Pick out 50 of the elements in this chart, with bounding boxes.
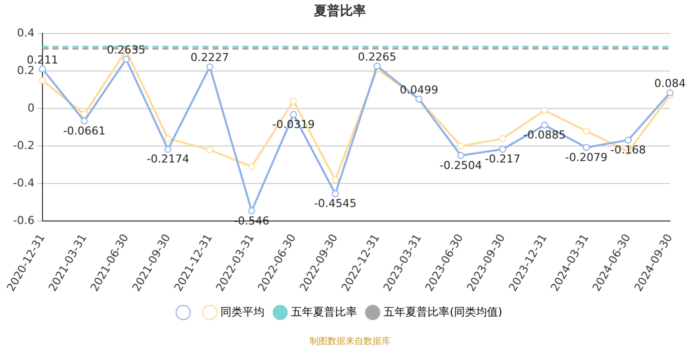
data-label: -0.217: [484, 152, 520, 166]
y-tick-label: -0.6: [12, 214, 34, 227]
point: [80, 117, 88, 124]
data-label: -0.0661: [63, 124, 106, 138]
legend-label: 五年夏普比率(同类均值): [384, 305, 502, 318]
data-label: -0.168: [610, 143, 646, 156]
data-label: -0.2079: [565, 150, 608, 164]
point: [290, 111, 297, 118]
legend-label: 五年夏普比率: [291, 305, 358, 318]
chart-title: 夏普比率: [313, 3, 366, 20]
data-label: -0.2174: [146, 152, 190, 166]
data-label: -0.2504: [440, 158, 482, 172]
data-label: 0.084: [654, 77, 686, 90]
y-tick-label: 0: [27, 101, 34, 114]
point: [457, 152, 464, 160]
point: [582, 128, 590, 135]
data-label: 0.2265: [358, 50, 396, 64]
point: [457, 142, 464, 150]
point: [164, 146, 172, 153]
data-label: -0.0885: [523, 128, 566, 142]
point: [624, 136, 632, 144]
y-tick-label: 0.4: [16, 26, 34, 40]
point: [164, 135, 172, 142]
point: [248, 207, 256, 214]
y-tick-label: -0.2: [12, 138, 34, 152]
point: [38, 76, 46, 84]
point: [582, 144, 590, 152]
data-label: -0.4545: [314, 197, 357, 210]
point: [332, 176, 339, 184]
data-label: 0.0499: [400, 84, 438, 97]
point: [374, 62, 381, 70]
point: [540, 122, 548, 129]
point: [290, 98, 297, 105]
point: [540, 106, 548, 114]
data-label: 0.2635: [106, 44, 146, 57]
point: [206, 146, 214, 154]
y-tick-label: -0.4: [12, 176, 34, 190]
point: [332, 190, 339, 198]
point: [666, 89, 674, 96]
point: [80, 110, 88, 118]
data-label: 0.2227: [190, 51, 230, 64]
data-label: -0.0319: [272, 118, 315, 131]
y-tick-label: 0.2: [16, 64, 34, 77]
point: [206, 63, 214, 70]
point: [248, 163, 256, 170]
point: [499, 135, 506, 142]
legend-label: 同类平均: [220, 305, 265, 318]
text: 制图数据来自数据库: [310, 336, 390, 347]
point: [122, 56, 130, 63]
point: [499, 146, 506, 153]
